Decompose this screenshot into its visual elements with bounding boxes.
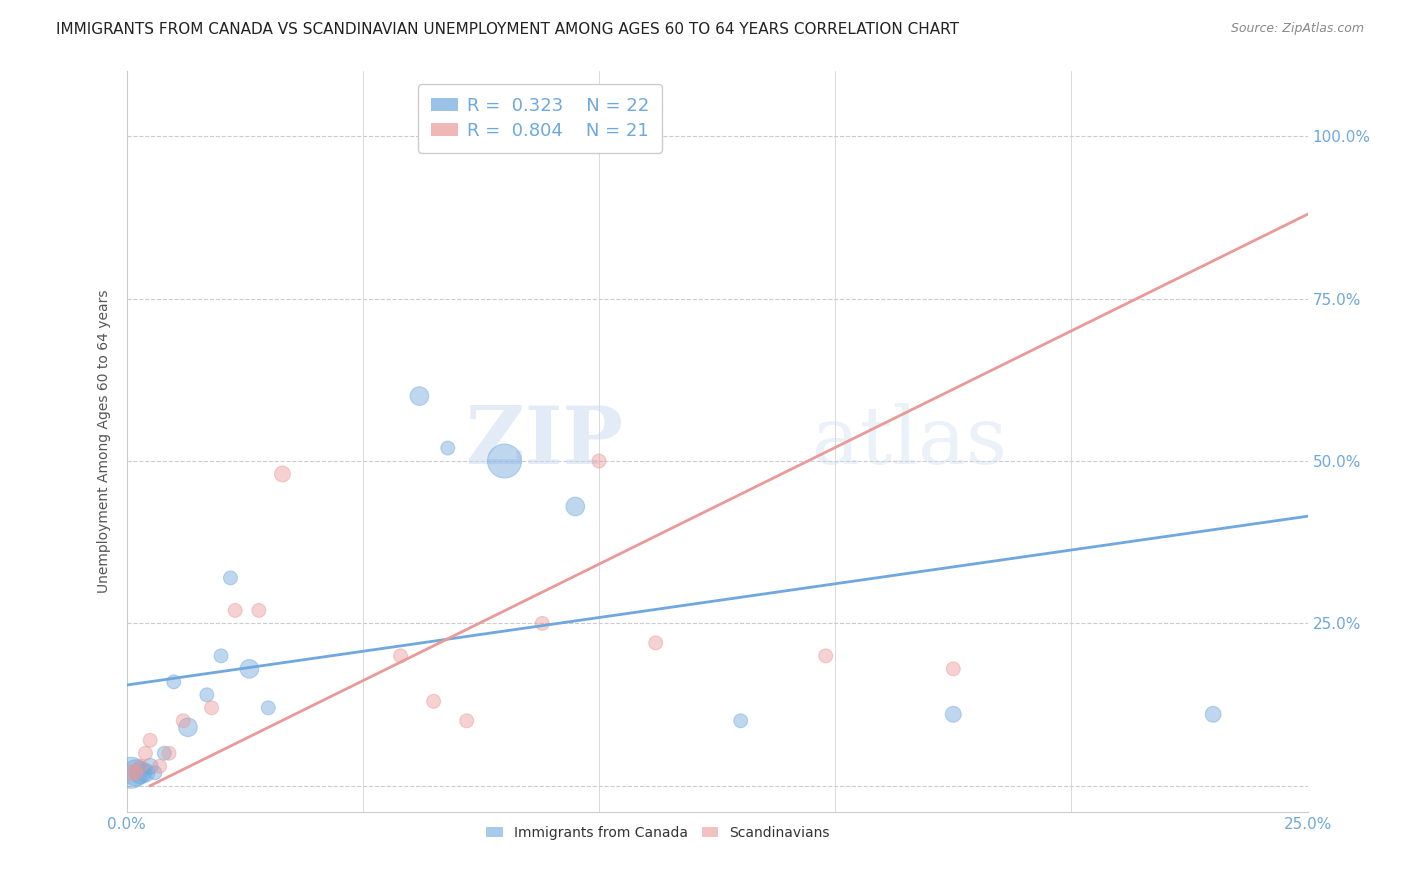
Point	[271, 467, 294, 481]
Point	[730, 714, 752, 728]
Point	[456, 714, 478, 728]
Point	[153, 746, 176, 760]
Point	[129, 759, 152, 773]
Point	[120, 765, 142, 780]
Point	[422, 694, 444, 708]
Y-axis label: Unemployment Among Ages 60 to 64 years: Unemployment Among Ages 60 to 64 years	[97, 290, 111, 593]
Point	[257, 701, 280, 715]
Point	[143, 765, 166, 780]
Point	[134, 746, 156, 760]
Point	[163, 674, 186, 689]
Point	[157, 746, 180, 760]
Point	[120, 765, 142, 780]
Point	[134, 765, 156, 780]
Point	[125, 765, 148, 780]
Point	[644, 636, 666, 650]
Point	[389, 648, 412, 663]
Legend: Immigrants from Canada, Scandinavians: Immigrants from Canada, Scandinavians	[481, 821, 835, 846]
Point	[238, 662, 260, 676]
Point	[942, 707, 965, 722]
Point	[494, 454, 516, 468]
Point	[564, 500, 586, 514]
Text: IMMIGRANTS FROM CANADA VS SCANDINAVIAN UNEMPLOYMENT AMONG AGES 60 TO 64 YEARS CO: IMMIGRANTS FROM CANADA VS SCANDINAVIAN U…	[56, 22, 959, 37]
Point	[129, 765, 152, 780]
Point	[139, 759, 162, 773]
Point	[172, 714, 194, 728]
Point	[942, 662, 965, 676]
Point	[531, 616, 554, 631]
Point	[408, 389, 430, 403]
Point	[436, 441, 458, 455]
Point	[247, 603, 270, 617]
Point	[149, 759, 172, 773]
Point	[195, 688, 218, 702]
Point	[219, 571, 242, 585]
Point	[209, 648, 232, 663]
Point	[125, 765, 148, 780]
Point	[1202, 707, 1225, 722]
Text: Source: ZipAtlas.com: Source: ZipAtlas.com	[1230, 22, 1364, 36]
Text: atlas: atlas	[811, 402, 1007, 481]
Point	[588, 454, 610, 468]
Point	[814, 648, 837, 663]
Text: ZIP: ZIP	[465, 402, 623, 481]
Point	[224, 603, 246, 617]
Point	[139, 733, 162, 747]
Point	[200, 701, 222, 715]
Point	[177, 720, 200, 734]
